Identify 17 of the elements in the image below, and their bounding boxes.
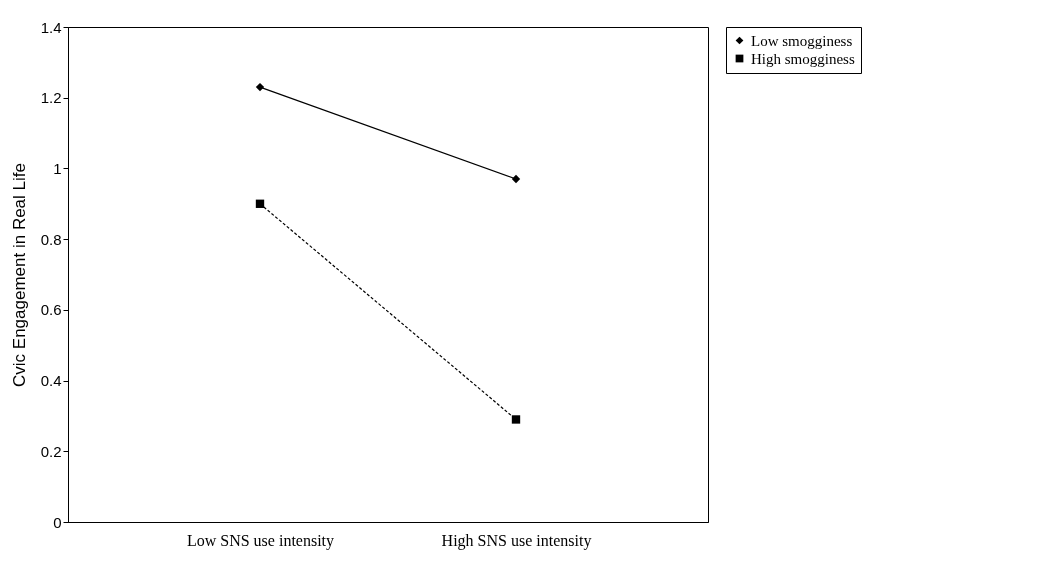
x-tick-label: Low SNS use intensity: [186, 531, 335, 550]
y-tick-label: 0.4: [40, 372, 62, 390]
y-tick-label: 0.8: [40, 230, 62, 248]
point: [255, 199, 265, 208]
y-tick-label: 0.2: [40, 442, 62, 460]
legend-label: High smogginess: [751, 50, 855, 67]
point: [511, 415, 521, 424]
point: [255, 82, 265, 92]
x-tick-label: High SNS use intensity: [441, 531, 592, 550]
point: [511, 174, 521, 184]
y-tick-label: 1: [53, 159, 62, 177]
y-tick-label: 0.6: [40, 301, 62, 319]
y-tick-label: 1.2: [40, 89, 62, 107]
legend-label: Low smogginess: [751, 32, 853, 49]
y-tick-label: 1.4: [40, 18, 62, 36]
y-tick-label: 0: [53, 513, 62, 531]
y-axis-title: Cvic Engagement in Real Life: [9, 163, 29, 387]
